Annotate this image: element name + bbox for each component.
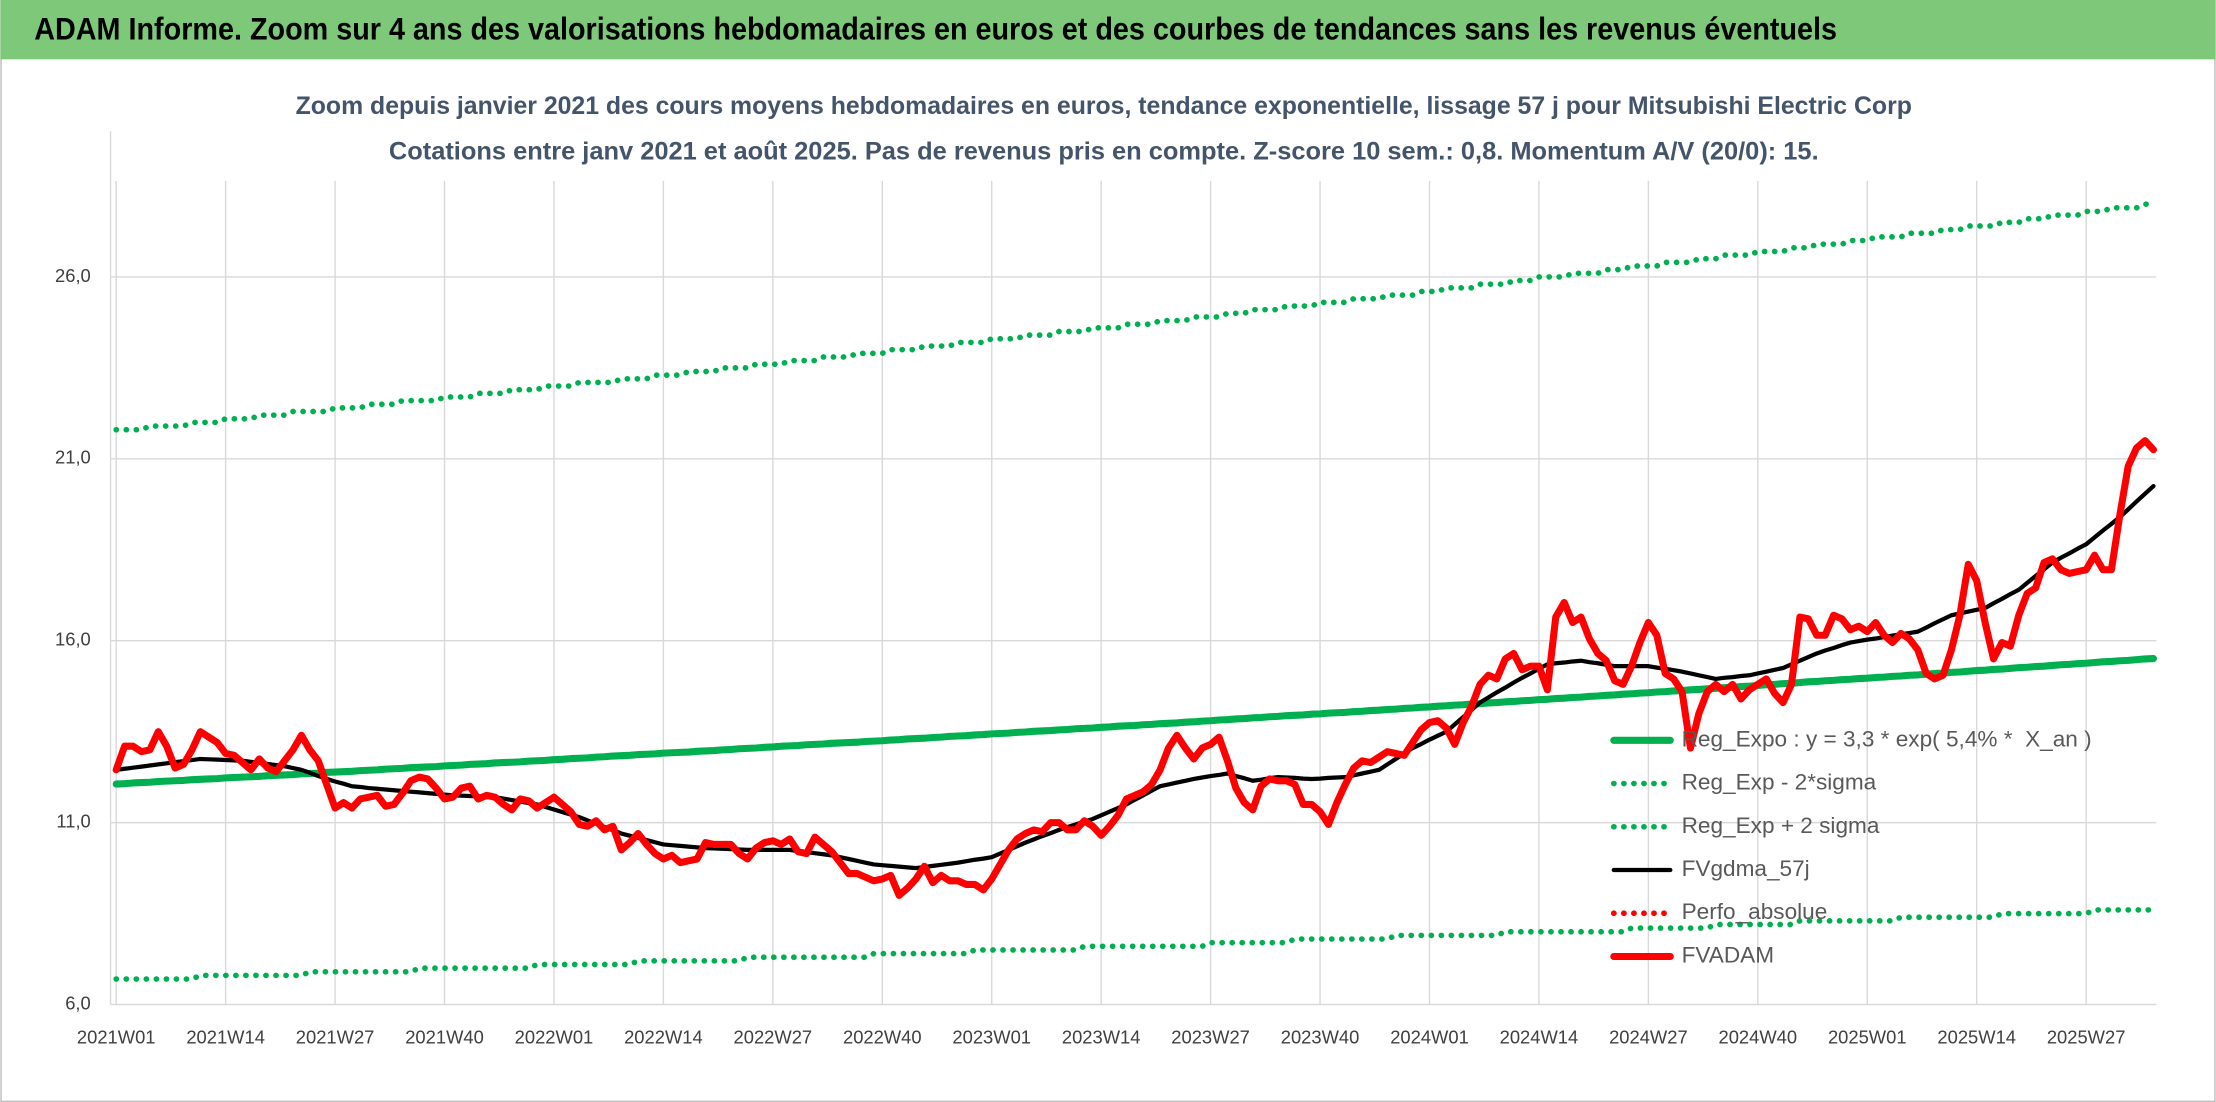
legend-label: Reg_Exp - 2*sigma	[1682, 770, 1877, 795]
x-tick-label: 2022W14	[624, 1026, 703, 1047]
legend-label: FVgdma_57j	[1682, 856, 1810, 881]
x-tick-label: 2024W14	[1500, 1026, 1579, 1047]
series-line	[112, 437, 2158, 899]
x-tick-label: 2021W01	[77, 1026, 156, 1047]
x-tick-label: 2022W01	[515, 1026, 594, 1047]
legend-label: Reg_Exp + 2 sigma	[1682, 813, 1880, 838]
legend-label: Perfo_absolue	[1682, 899, 1828, 924]
x-tick-label: 2024W27	[1609, 1026, 1688, 1047]
x-tick-label: 2025W27	[2047, 1026, 2126, 1047]
x-tick-label: 2024W01	[1390, 1026, 1469, 1047]
y-tick-label: 6,0	[65, 992, 91, 1013]
x-tick-label: 2023W01	[952, 1026, 1031, 1047]
x-tick-label: 2023W27	[1171, 1026, 1250, 1047]
header-band	[0, 0, 2216, 60]
chart-title: Zoom depuis janvier 2021 des cours moyen…	[296, 92, 1912, 120]
legend-label: FVADAM	[1682, 942, 1774, 967]
series-line	[112, 655, 2158, 788]
legend-label: Reg_Expo : y = 3,3 * exp( 5,4% * X_an )	[1682, 726, 2092, 751]
x-tick-label: 2022W27	[734, 1026, 813, 1047]
x-tick-label: 2021W14	[186, 1026, 265, 1047]
y-tick-label: 26,0	[55, 265, 91, 286]
y-tick-label: 21,0	[55, 447, 91, 468]
series-line	[113, 907, 2157, 982]
x-tick-label: 2025W14	[1937, 1026, 2016, 1047]
series-line	[113, 201, 2157, 433]
x-tick-label: 2024W40	[1719, 1026, 1798, 1047]
y-tick-label: 16,0	[55, 629, 91, 650]
x-tick-label: 2021W27	[296, 1026, 375, 1047]
x-tick-label: 2025W01	[1828, 1026, 1907, 1047]
x-tick-label: 2021W40	[405, 1026, 484, 1047]
x-tick-label: 2023W40	[1281, 1026, 1360, 1047]
x-tick-label: 2022W40	[843, 1026, 922, 1047]
legend: Reg_Expo : y = 3,3 * exp( 5,4% * X_an ) R…	[1610, 726, 2092, 967]
x-tick-label: 2023W14	[1062, 1026, 1141, 1047]
y-tick-label: 11,0	[56, 810, 90, 831]
chart-subtitle: Cotations entre janv 2021 et août 2025. …	[389, 137, 1819, 165]
header-title: ADAM Informe. Zoom sur 4 ans des valoris…	[34, 11, 1837, 46]
